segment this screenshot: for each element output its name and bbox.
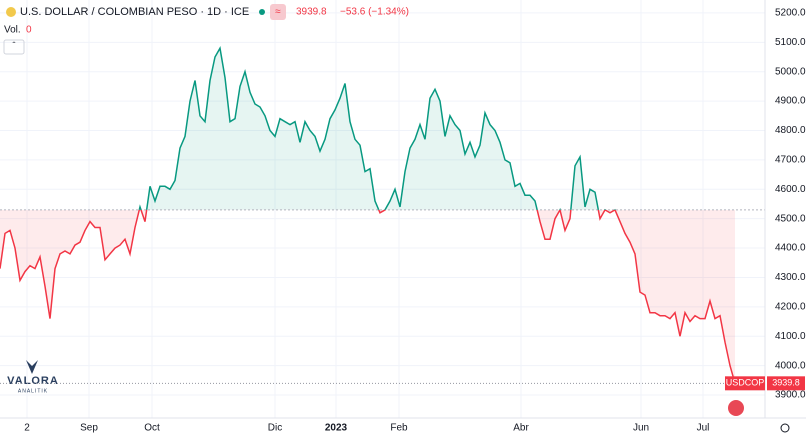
x-tick-label: 2023 <box>325 423 348 434</box>
badge-icon: ≈ <box>275 7 281 18</box>
y-tick-label: 4000.0 <box>775 360 806 371</box>
y-tick-label: 4700.0 <box>775 155 806 166</box>
y-tick-label: 5200.0 <box>775 8 806 19</box>
flag-icon <box>728 400 744 416</box>
line-down <box>0 209 736 384</box>
x-tick-label: Oct <box>144 423 160 434</box>
x-tick-label: Feb <box>390 423 408 434</box>
y-tick-label: 4200.0 <box>775 301 806 312</box>
y-tick-label: 4400.0 <box>775 243 806 254</box>
x-tick-label: 2 <box>24 423 30 434</box>
x-tick-label: Jul <box>697 423 710 434</box>
y-tick-label: 4900.0 <box>775 96 806 107</box>
status-badge[interactable] <box>270 4 286 20</box>
y-tick-label: 4600.0 <box>775 184 806 195</box>
y-tick-label: 5100.0 <box>775 37 806 48</box>
area-up <box>0 48 735 210</box>
x-tick-label: Sep <box>80 423 98 434</box>
brand: VALORA ANALITIK <box>7 360 59 394</box>
line-up <box>138 46 616 210</box>
volume-label: Vol. <box>4 25 21 36</box>
header: U.S. DOLLAR / COLOMBIAN PESO · 1D · ICE … <box>3 4 409 55</box>
last-price-badge <box>767 376 805 391</box>
brand-name: VALORA <box>7 375 59 387</box>
brand-sub: ANALITIK <box>18 388 48 394</box>
collapse-icon: ˆ <box>13 40 16 50</box>
collapse-button[interactable] <box>3 39 25 55</box>
y-tick-label: 4800.0 <box>775 125 806 136</box>
y-tick-label: 4100.0 <box>775 331 806 342</box>
y-tick-label: 3900.0 <box>775 390 806 401</box>
x-tick-label: Jun <box>633 423 649 434</box>
flag-icon <box>6 7 16 17</box>
y-tick-label: 4300.0 <box>775 272 806 283</box>
x-tick-label: Dic <box>268 423 282 434</box>
brand-logo <box>26 360 38 374</box>
symbol-label: USDCOP <box>726 378 765 388</box>
price: 3939.8 <box>296 7 327 18</box>
x-tick-label: Abr <box>513 423 529 434</box>
y-tick-label: 5000.0 <box>775 66 806 77</box>
settings-icon[interactable] <box>780 423 790 433</box>
change: −53.6 (−1.34%) <box>340 7 409 18</box>
last-price-label: 3939.8 <box>772 378 800 388</box>
status-dot <box>259 9 265 15</box>
volume-value: 0 <box>26 25 32 36</box>
chart-title: U.S. DOLLAR / COLOMBIAN PESO · 1D · ICE <box>20 6 249 18</box>
symbol-badge <box>725 376 765 391</box>
y-tick-label: 4500.0 <box>775 213 806 224</box>
area-down <box>0 209 735 384</box>
